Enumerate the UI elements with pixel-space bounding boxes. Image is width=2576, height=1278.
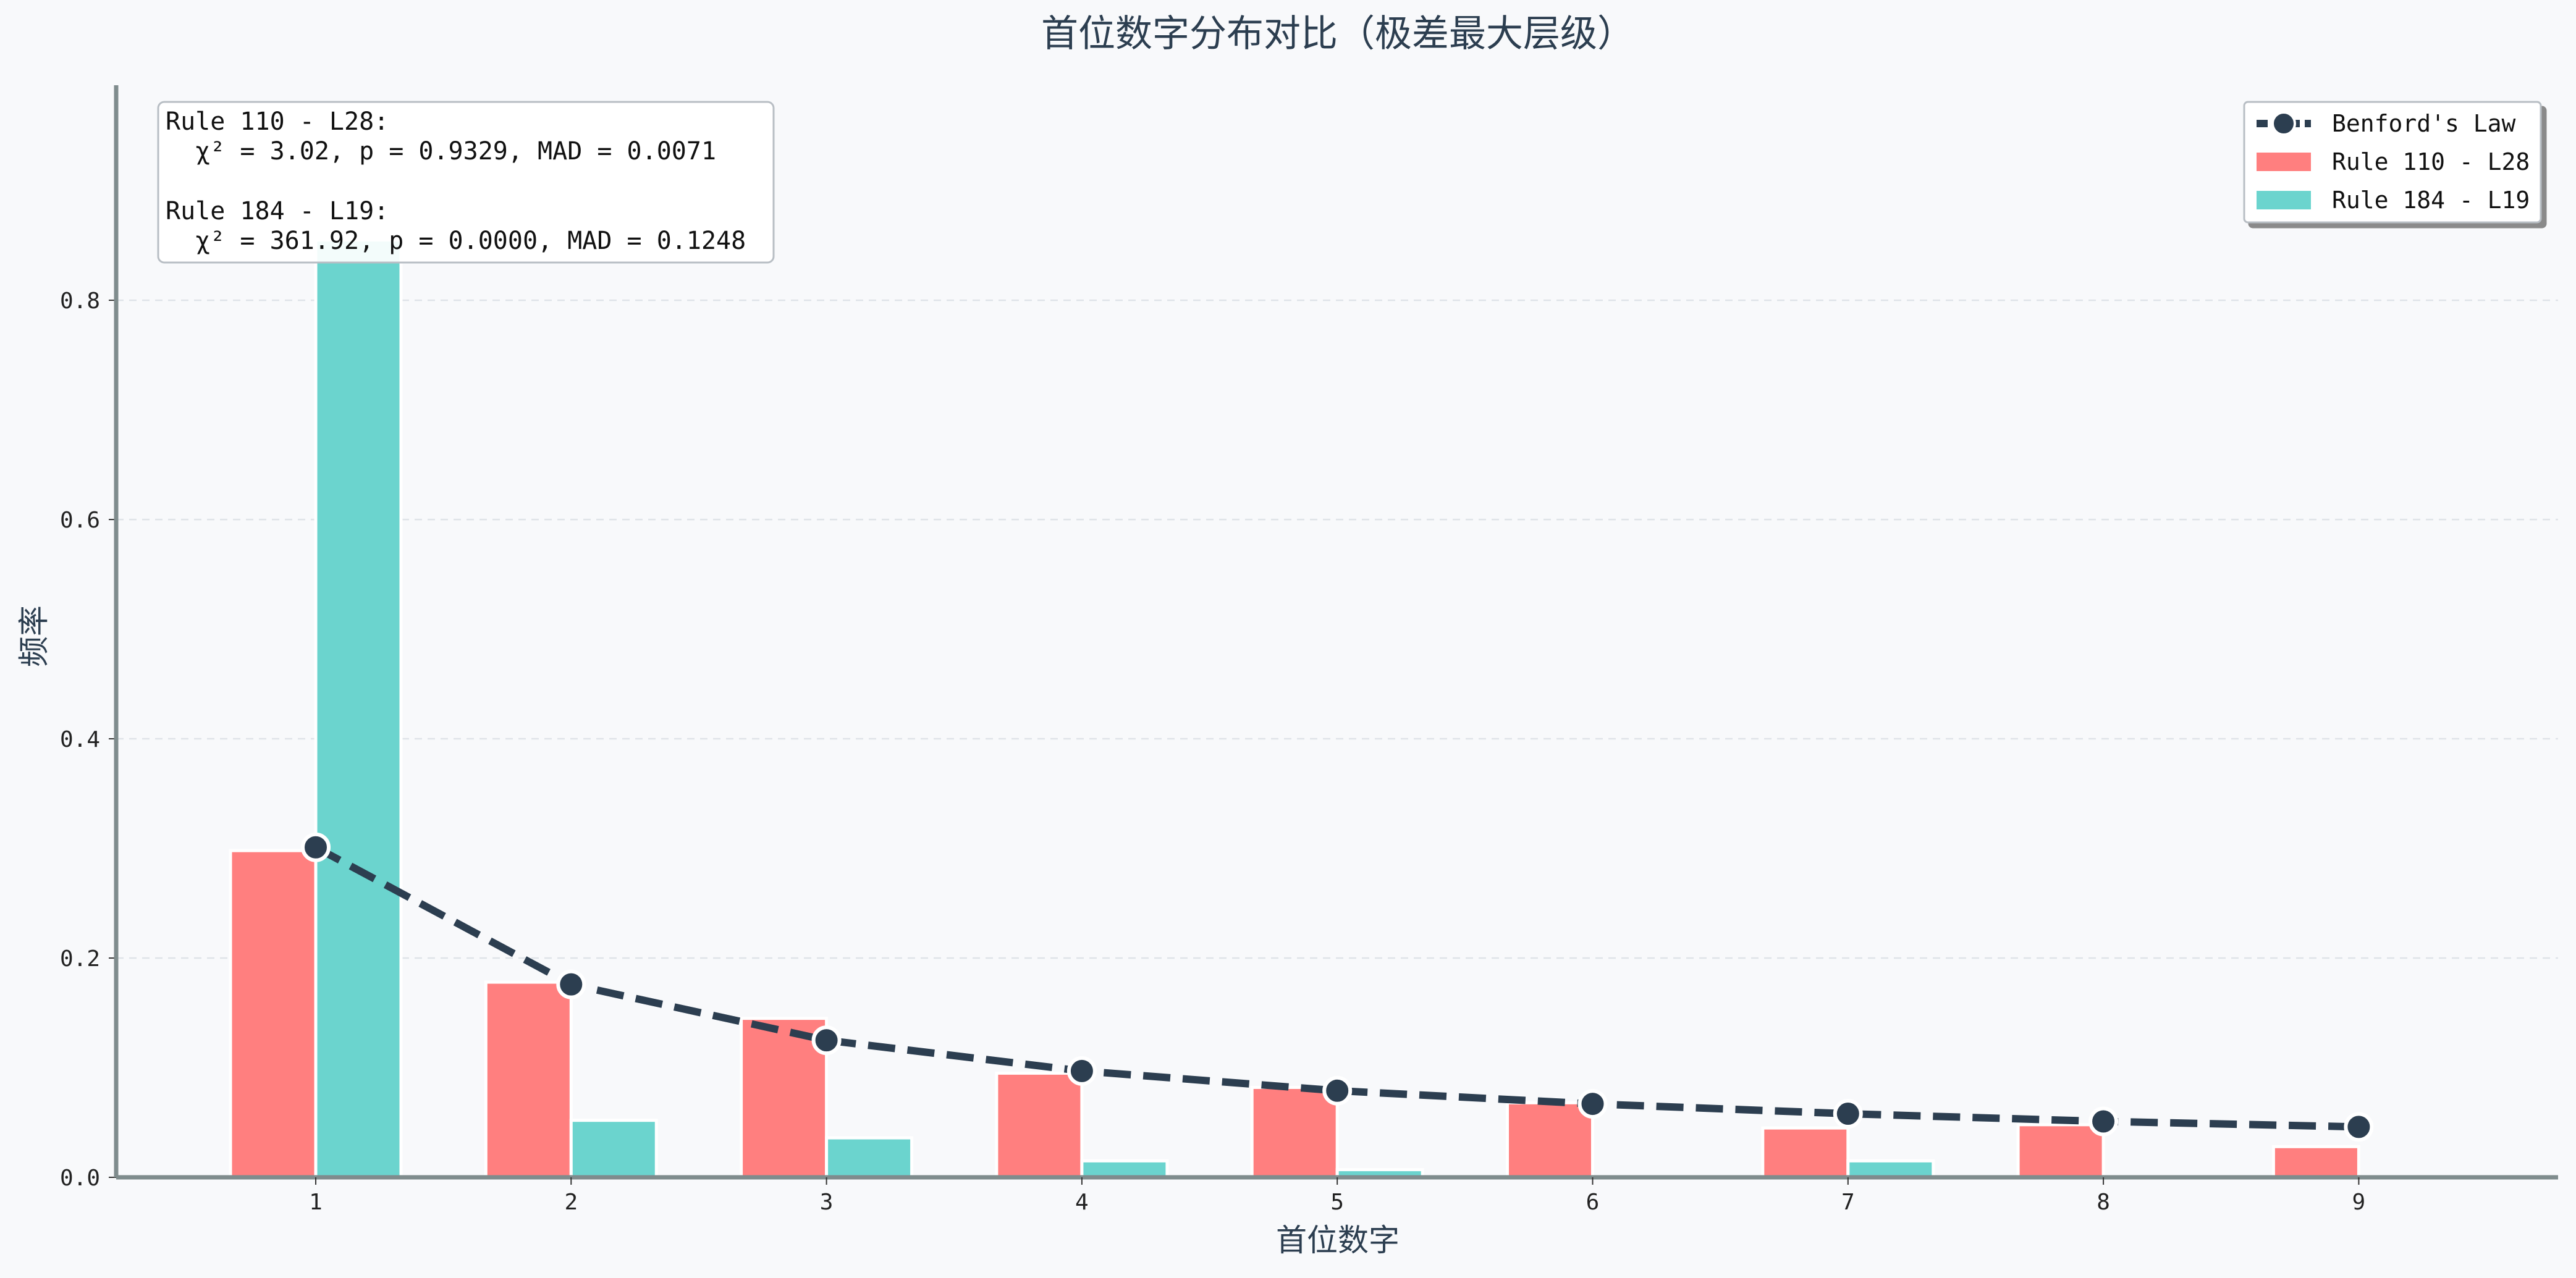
bar-rule110-3	[740, 1017, 829, 1179]
benford-point-3	[811, 1025, 842, 1056]
benford-point-2	[556, 969, 586, 999]
benford-point-7	[1833, 1099, 1863, 1129]
benford-point-9	[2344, 1112, 2374, 1142]
y-axis-label: 频率	[16, 605, 52, 667]
benford-point-4	[1066, 1056, 1097, 1086]
legend: Benford's Law Rule 110 - L28 Rule 184 - L1…	[2243, 101, 2542, 224]
benford-point-1	[301, 832, 331, 862]
benford-point-6	[1577, 1089, 1608, 1119]
bar-rule110-6	[1506, 1101, 1594, 1179]
bar-rule110-2	[484, 980, 573, 1179]
benford-point-5	[1322, 1075, 1353, 1106]
bar-rule110-9	[2271, 1145, 2360, 1179]
x-axis-label: 首位数字	[1276, 1222, 1400, 1258]
grid-lines	[116, 299, 2558, 959]
x-tick-label: 9	[2352, 1190, 2366, 1215]
benford-line	[314, 844, 2359, 1131]
annotation-line: Rule 184 - L19:	[166, 197, 389, 225]
x-tick-label: 6	[1586, 1190, 1600, 1215]
x-tick-label: 3	[820, 1190, 834, 1215]
x-tick-label: 4	[1075, 1190, 1089, 1215]
axes-layer: 0.0 0.2 0.4 0.6 0.8 1 2 3 4 5 6 7 8 9	[60, 85, 2558, 1215]
bar-rule110-1	[229, 849, 318, 1179]
legend-marker-benford	[2271, 111, 2296, 136]
bar-rule184-3	[825, 1136, 914, 1179]
bar-rule184-7	[1846, 1159, 1935, 1179]
legend-label: Benford's Law	[2332, 110, 2516, 137]
benford-point-8	[2088, 1106, 2119, 1137]
y-tick-label: 0.6	[60, 508, 100, 533]
y-tick-label: 0.8	[60, 288, 100, 314]
x-tick-label: 8	[2097, 1190, 2110, 1215]
legend-swatch	[2257, 191, 2311, 209]
annotation-line: Rule 110 - L28:	[166, 107, 389, 136]
bar-rule110-4	[995, 1071, 1084, 1179]
bar-rule110-7	[1761, 1126, 1850, 1179]
x-tick-label: 1	[309, 1190, 323, 1215]
bar-rule184-1	[314, 238, 403, 1179]
stats-annotation: Rule 110 - L28: χ² = 3.02, p = 0.9329, M…	[157, 101, 775, 264]
bar-rule184-4	[1080, 1159, 1169, 1179]
x-tick-label: 5	[1330, 1190, 1344, 1215]
benford-line-layer	[301, 832, 2374, 1142]
legend-label: Rule 184 - L19	[2332, 187, 2530, 214]
annotation-frame	[157, 101, 775, 264]
annotation-line: χ² = 361.92, p = 0.0000, MAD = 0.1248	[166, 227, 746, 255]
legend-label: Rule 110 - L28	[2332, 148, 2530, 175]
legend-frame	[2243, 101, 2542, 224]
x-tick-label: 7	[1841, 1190, 1855, 1215]
x-tick-label: 2	[564, 1190, 578, 1215]
bar-rule110-8	[2016, 1123, 2105, 1179]
y-tick-label: 0.2	[60, 946, 100, 972]
bar-rule184-2	[569, 1119, 658, 1179]
y-tick-label: 0.0	[60, 1166, 100, 1191]
legend-swatch	[2257, 153, 2311, 171]
annotation-line: χ² = 3.02, p = 0.9329, MAD = 0.0071	[166, 137, 716, 166]
y-tick-label: 0.4	[60, 727, 100, 752]
chart-title: 首位数字分布对比（极差最大层级）	[1041, 12, 1634, 56]
bar-rule110-5	[1250, 1085, 1339, 1179]
